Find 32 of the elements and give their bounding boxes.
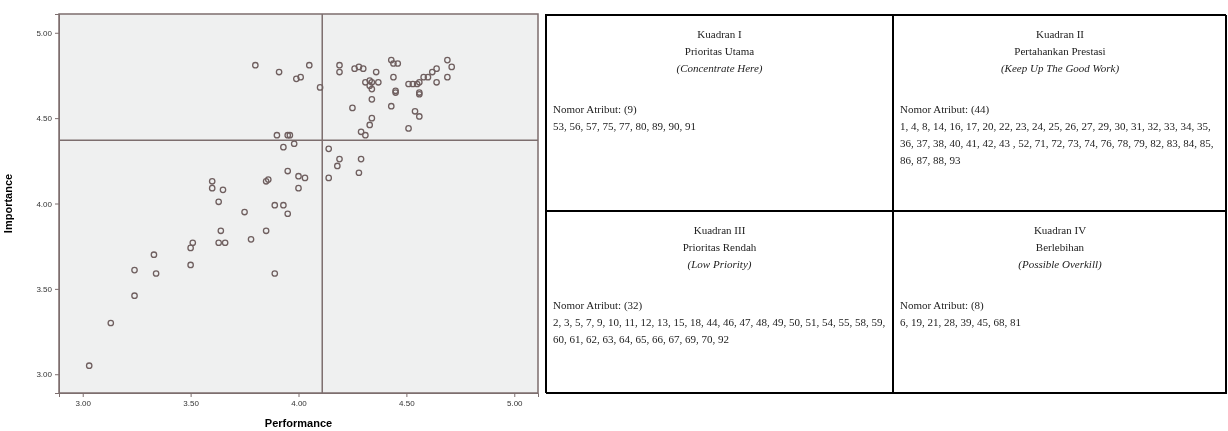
text: (Concentrate Here) <box>675 61 764 76</box>
text: 1, 4, 8, 14, 16, 17, 20, 22, 23, 24, 25, 26, 27, 29, 30, 31, 32, 33, 34, 35, 36, 37, 38, 40, 41, 42, 43 , 52, 71, 72, 73, 74, 76, 78, 79, 82, 83, 84, 85, 86, 87, 88, 93 <box>900 119 1215 168</box>
text: 53, 56, 57, 75, 77, 80, 89, 90, 91 <box>553 119 697 134</box>
y-tick-label: 5.00 <box>36 28 53 38</box>
text: Prioritas Utama <box>683 44 756 59</box>
y-axis-title: Importance <box>2 173 14 234</box>
y-tick-label: 4.00 <box>36 199 53 209</box>
text: Nomor Atribut: (32) <box>553 298 644 313</box>
text: Berlebihan <box>1034 240 1086 255</box>
text: 6, 19, 21, 28, 39, 45, 68, 81 <box>900 315 1022 330</box>
y-tick-label: 3.00 <box>36 370 53 380</box>
text: (Keep Up The Good Work) <box>999 61 1121 76</box>
x-tick-label: 4.50 <box>399 398 416 408</box>
x-tick-label: 3.50 <box>183 398 200 408</box>
text: Nomor Atribut: (8) <box>900 298 985 313</box>
text: (Low Priority) <box>686 257 753 272</box>
text: (Possible Overkill) <box>1017 257 1103 272</box>
x-axis-title: Performance <box>264 417 333 429</box>
text: Kuadran III <box>692 223 747 238</box>
text: Nomor Atribut: (9) <box>553 102 638 117</box>
y-tick-label: 4.50 <box>36 114 53 124</box>
text: Pertahankan Prestasi <box>1013 44 1107 59</box>
text: Kuadran IV <box>1032 223 1088 238</box>
x-tick-label: 3.00 <box>75 398 92 408</box>
text: Kuadran I <box>696 27 743 42</box>
text: Prioritas Rendah <box>681 240 758 255</box>
x-tick-label: 5.00 <box>506 398 524 408</box>
text: Nomor Atribut: (44) <box>900 102 991 117</box>
text: 2, 3, 5, 7, 9, 10, 11, 12, 13, 15, 18, 44, 46, 47, 48, 49, 50, 51, 54, 55, 58, 59, 60, 61, 62, 63, 64, 65, 66, 67, 69, 70, 92 <box>553 315 886 347</box>
y-tick-label: 3.50 <box>36 284 53 294</box>
text: Kuadran II <box>1035 27 1085 42</box>
x-tick-label: 4.00 <box>291 398 308 408</box>
